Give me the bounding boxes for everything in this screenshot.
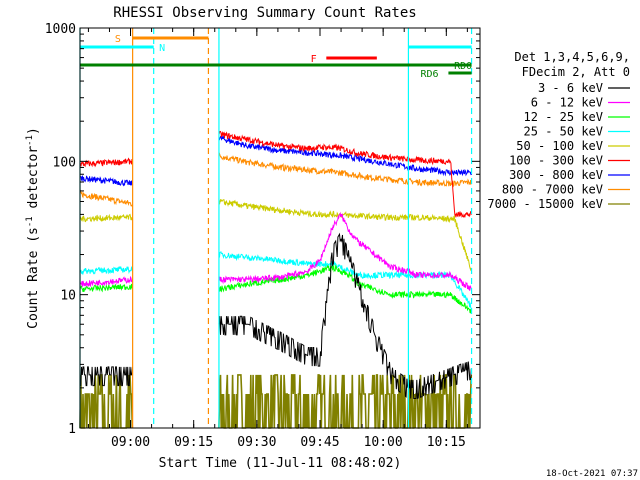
legend-label: 6 - 12 keV: [531, 96, 603, 110]
x-tick-label: 10:15: [427, 435, 466, 450]
legend-label: 50 - 100 keV: [516, 139, 603, 153]
flag-label-rd6: RD6: [420, 69, 438, 80]
series-line-7000-15000-seg0: [79, 374, 134, 429]
series-layer: [79, 130, 473, 429]
legend-label: 100 - 300 keV: [509, 154, 603, 168]
series-line-6-12-seg1: [218, 211, 473, 292]
legend-label: 12 - 25 keV: [524, 110, 603, 124]
y-axis-label: Count Rate (s-1 detector-1): [25, 127, 41, 329]
y-tick-label: 10: [60, 289, 76, 304]
legend-label: 3 - 6 keV: [538, 81, 603, 95]
axis-layer: 1 10 100 1000 09:00 09:15 09:30 09:45 10:00 10:15: [45, 22, 481, 450]
series-line-100-300-seg0: [79, 157, 133, 168]
series-line-800-7000-seg1: [218, 152, 473, 188]
x-tick-label: 09:30: [237, 435, 276, 450]
y-tick-label: 1: [68, 422, 76, 437]
series-line-12-25-seg1: [218, 264, 473, 314]
series-line-3-6-seg0: [80, 366, 133, 387]
series-line-300-800-seg0: [79, 174, 133, 187]
series-line-50-100-seg0: [79, 213, 133, 223]
series-line-800-7000-seg0: [79, 189, 133, 207]
timestamp: 18-Oct-2021 07:37: [546, 469, 638, 479]
flag-label-s: S: [115, 34, 121, 45]
y-tick-label: 1000: [45, 22, 76, 37]
series-line-3-6-seg1: [218, 232, 472, 400]
x-tick-label: 10:00: [364, 435, 403, 450]
series-line-300-800-seg1: [218, 135, 473, 177]
flag-label-f: F: [311, 54, 317, 65]
y-tick-label: 100: [53, 155, 76, 170]
x-tick-label: 09:00: [111, 435, 150, 450]
plot-frame: [79, 27, 481, 429]
series-line-25-50-seg0: [79, 265, 133, 276]
legend-label: 7000 - 15000 keV: [487, 197, 603, 211]
legend-label: 25 - 50 keV: [524, 125, 603, 139]
legend-label: 300 - 800 keV: [509, 168, 603, 182]
legend-label: 800 - 7000 keV: [502, 183, 603, 197]
flag-label-rd0: RD0: [454, 61, 472, 72]
x-tick-label: 09:45: [300, 435, 339, 450]
legend-header-line-2: FDecim 2, Att 0: [522, 65, 630, 79]
x-tick-label: 09:15: [174, 435, 213, 450]
x-axis-label: Start Time (11-Jul-11 08:48:02): [159, 456, 402, 471]
legend-header-line-1: Det 1,3,4,5,6,9,: [514, 50, 630, 64]
chart-title: RHESSI Observing Summary Count Rates: [113, 5, 416, 21]
series-line-100-300-seg1: [218, 130, 473, 218]
flag-layer: S N F RD0 RD6: [79, 28, 472, 428]
series-line-6-12-seg0: [79, 275, 133, 288]
series-line-50-100-seg1: [218, 198, 473, 273]
series-line-12-25-seg0: [79, 283, 133, 293]
flag-label-n: N: [159, 43, 165, 54]
